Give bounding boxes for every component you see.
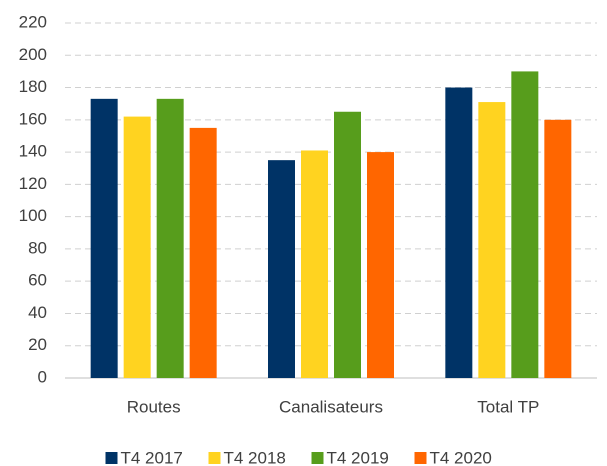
bar [189, 127, 217, 379]
y-tick-label: 220 [19, 12, 47, 31]
bar [268, 160, 295, 378]
bar [445, 87, 473, 378]
y-tick-label: 140 [19, 142, 47, 161]
y-tick-label: 180 [19, 77, 47, 96]
y-tick-label: 80 [28, 238, 47, 257]
bar [478, 102, 506, 379]
x-tick-label: Routes [127, 397, 181, 416]
bar [367, 152, 394, 378]
x-tick-label: Total TP [477, 397, 539, 416]
bar [301, 150, 328, 378]
bar [90, 98, 118, 378]
legend-label: T4 2020 [430, 448, 492, 466]
y-tick-label: 160 [19, 109, 47, 128]
bar [511, 71, 539, 378]
legend-swatch [414, 452, 427, 464]
y-tick-label: 100 [19, 206, 47, 225]
y-tick-label: 40 [28, 303, 47, 322]
y-tick-label: 60 [28, 271, 47, 290]
bar [334, 111, 361, 378]
bar [544, 119, 572, 379]
legend-swatch [311, 452, 324, 464]
bar [123, 116, 151, 378]
legend-label: T4 2019 [327, 448, 389, 466]
legend-swatch [105, 452, 118, 464]
legend-swatch [208, 452, 221, 464]
legend-label: T4 2017 [121, 448, 183, 466]
x-tick-label: Canalisateurs [279, 397, 383, 416]
y-tick-label: 200 [19, 45, 47, 64]
y-tick-label: 20 [28, 335, 47, 354]
y-tick-label: 120 [19, 174, 47, 193]
legend-label: T4 2018 [224, 448, 286, 466]
y-tick-label: 0 [38, 367, 47, 386]
bar [156, 98, 184, 378]
